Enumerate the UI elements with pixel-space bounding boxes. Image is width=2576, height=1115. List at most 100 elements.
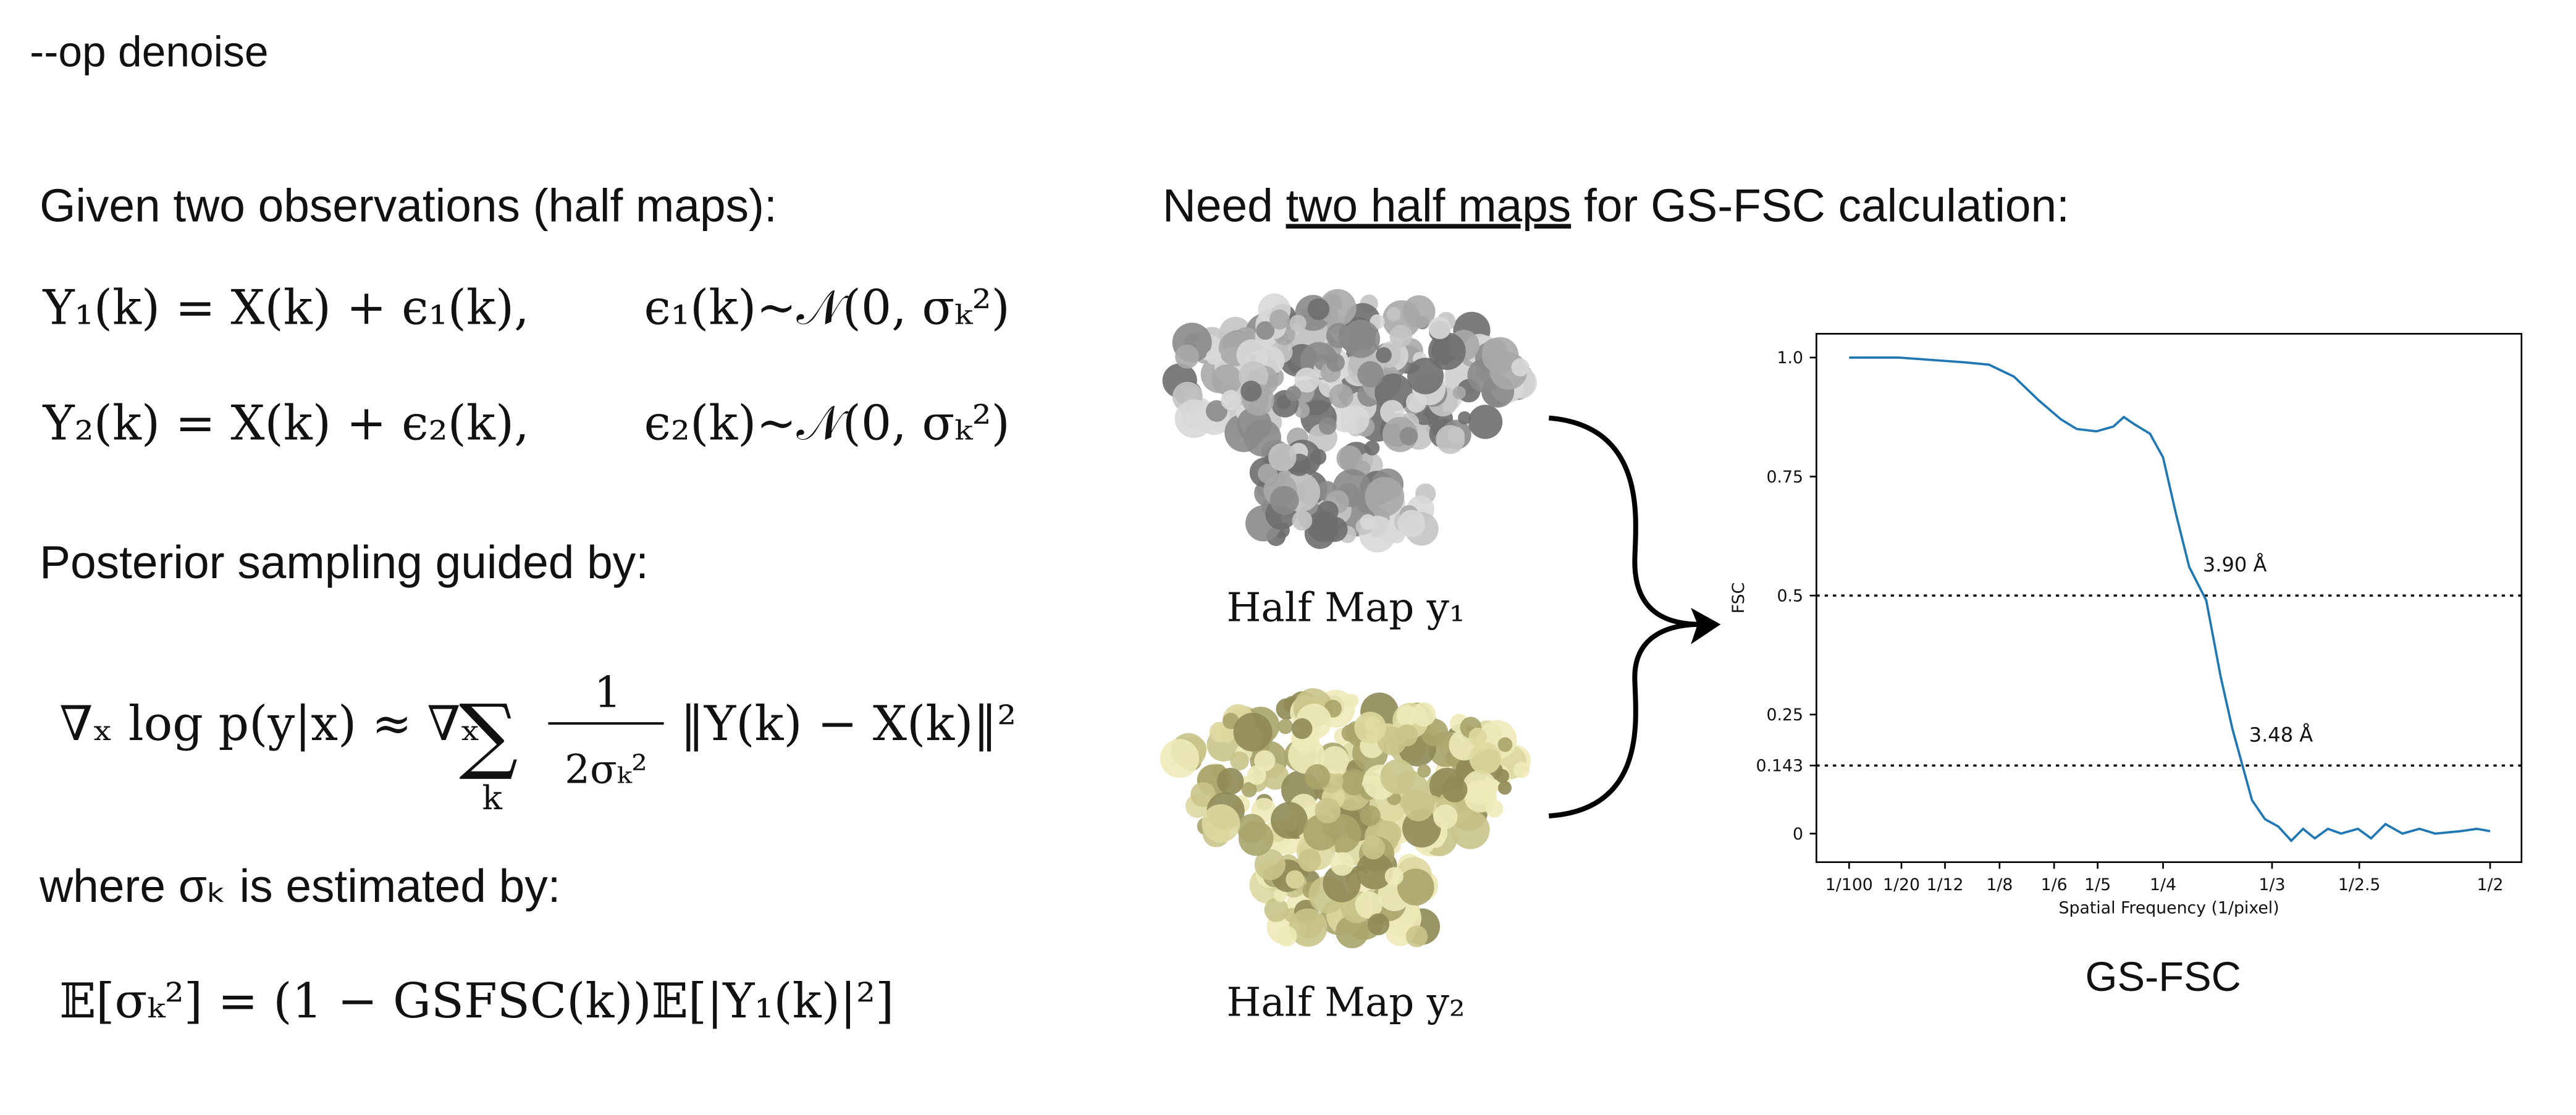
density-blob	[1384, 867, 1404, 886]
annotation: 3.90 Å	[2203, 553, 2267, 576]
density-blob	[1364, 440, 1380, 456]
density-blob	[1236, 339, 1268, 371]
y-tick-label: 0	[1793, 825, 1803, 844]
where: where σₖ is estimated by:	[39, 860, 560, 912]
norm: ‖Y(k) − X(k)‖²	[680, 696, 1016, 752]
x-tick-label: 1/100	[1825, 875, 1873, 894]
equation: Y₂(k) = X(k) + ϵ₂(k),	[43, 395, 529, 451]
density-blob	[1230, 751, 1249, 771]
density-blob	[1310, 448, 1327, 465]
density-blob	[1354, 712, 1386, 744]
density-blob	[1274, 888, 1287, 903]
x-tick-label: 1/3	[2258, 875, 2285, 894]
plot-frame	[1816, 332, 2523, 864]
density-blob	[1233, 712, 1273, 752]
density-blob	[1428, 316, 1451, 340]
x-tick-label: 1/2.5	[2338, 875, 2381, 894]
equation-noise: ϵ₁(k)~𝒩(0, σₖ²)	[644, 280, 1010, 335]
density-blob	[1450, 810, 1490, 849]
denominator: 2σₖ²	[565, 746, 647, 793]
equation: Y₁(k) = X(k) + ϵ₁(k),	[43, 280, 529, 335]
y-tick-label: 0.5	[1777, 586, 1804, 605]
x-tick-label: 1/2	[2477, 875, 2503, 894]
posterior: Posterior sampling guided by:	[40, 536, 649, 588]
density-blob	[1271, 802, 1308, 839]
density-blob	[1452, 386, 1466, 400]
arrow-head	[1691, 608, 1721, 644]
density-blob	[1511, 358, 1530, 377]
density-blob	[1367, 913, 1390, 935]
heading-start: Need	[1163, 180, 1286, 232]
density-blob	[1175, 344, 1200, 369]
half-map-1-image	[1162, 289, 1537, 553]
density-blob	[1497, 737, 1513, 752]
y-tick-label: 0.75	[1767, 468, 1804, 487]
y-tick-label: 1.0	[1777, 348, 1804, 368]
density-blob	[1286, 385, 1302, 402]
density-blob	[1258, 463, 1278, 484]
density-blob	[1322, 516, 1348, 542]
density-blob	[1355, 891, 1383, 919]
density-blob	[1216, 767, 1244, 795]
numerator: 1	[594, 667, 621, 717]
heading-link: two half maps	[1286, 180, 1572, 232]
equation-noise: ϵ₂(k)~𝒩(0, σₖ²)	[644, 395, 1010, 451]
density-blob	[1329, 384, 1353, 408]
density-blob	[1289, 908, 1328, 947]
right-heading: Need two half maps for GS-FSC calculatio…	[1163, 180, 2069, 232]
density-blob	[1174, 399, 1213, 438]
density-blob	[1241, 781, 1257, 797]
x-tick-label: 1/12	[1927, 875, 1964, 894]
density-blob	[1202, 804, 1240, 843]
density-blob	[1206, 349, 1222, 365]
density-blob	[1469, 742, 1502, 775]
density-blob	[1319, 289, 1357, 327]
density-blob	[1376, 347, 1392, 363]
heading-end: for GS-FSC calculation:	[1571, 180, 2069, 232]
density-blob	[1386, 307, 1401, 321]
density-blob	[1326, 353, 1345, 372]
density-blob	[1209, 722, 1231, 743]
density-blob	[1405, 925, 1428, 948]
x-tick-label: 1/6	[2041, 875, 2068, 894]
density-blob	[1291, 718, 1313, 739]
sum-index: k	[482, 778, 503, 817]
density-blob	[1397, 510, 1426, 538]
density-blob	[1269, 309, 1290, 330]
density-blob	[1356, 852, 1394, 890]
density-blob	[1211, 364, 1242, 395]
density-blob	[1292, 510, 1313, 531]
density-blob	[1318, 417, 1337, 435]
density-blob	[1269, 486, 1299, 515]
map2-label: Half Map y₂	[1226, 979, 1465, 1025]
y-tick-label: 0.25	[1767, 705, 1804, 725]
chart-caption: GS-FSC	[2086, 954, 2241, 1000]
density-blob	[1428, 332, 1466, 370]
density-blob	[1357, 361, 1384, 388]
density-blob	[1402, 295, 1436, 328]
density-blob	[1307, 298, 1330, 321]
density-blob	[1247, 765, 1266, 785]
density-blob	[1399, 427, 1418, 445]
density-blob	[1305, 764, 1331, 790]
density-blob	[1395, 724, 1418, 747]
density-blob	[1341, 405, 1370, 435]
density-blob	[1365, 834, 1380, 849]
density-blob	[1495, 768, 1510, 783]
density-blob	[1360, 514, 1376, 530]
density-blob	[1190, 781, 1216, 807]
x-tick-label: 1/20	[1883, 875, 1920, 894]
density-blob	[1268, 443, 1297, 471]
density-blob	[1336, 445, 1363, 471]
density-blob	[1397, 869, 1434, 906]
density-blob	[1374, 373, 1413, 412]
density-blob	[1330, 852, 1354, 876]
arrow	[1549, 621, 1701, 818]
arrow	[1549, 415, 1701, 627]
x-tick-label: 1/8	[1986, 875, 2013, 894]
density-blob	[1417, 764, 1431, 778]
density-blob	[1303, 814, 1340, 851]
density-blob	[1276, 395, 1291, 410]
